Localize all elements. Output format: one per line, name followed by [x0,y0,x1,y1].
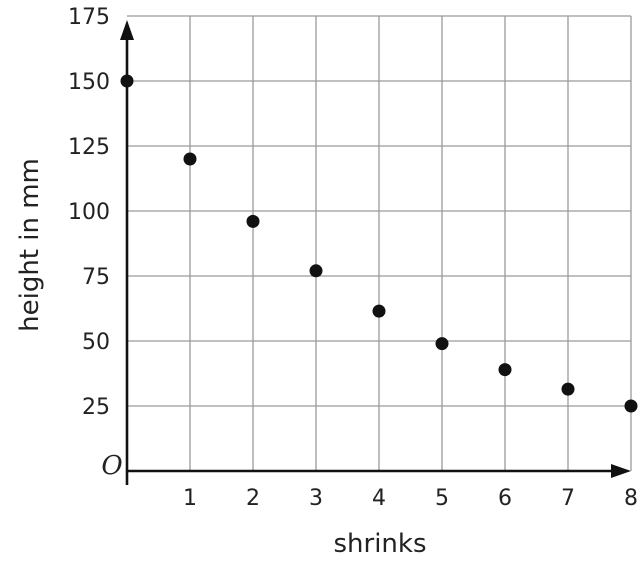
x-tick-label: 1 [183,486,197,511]
x-tick-label: 7 [561,486,575,511]
data-point [246,214,260,228]
y-axis-title: height in mm [15,158,45,332]
x-axis-title: shrinks [333,529,426,559]
data-point [498,363,512,377]
y-tick-label: 100 [68,200,110,225]
x-tick-label: 6 [498,486,512,511]
y-tick-label: 50 [82,330,110,355]
y-tick-label: 125 [68,135,110,160]
x-tick-label: 5 [435,486,449,511]
y-axis-arrow-icon [120,20,134,40]
data-point [309,264,323,278]
data-point [120,74,134,88]
x-tick-labels: 1 2 3 4 5 6 7 8 [183,486,638,511]
y-tick-label: 25 [82,395,110,420]
data-point [372,304,386,318]
y-tick-label: 75 [82,265,110,290]
data-point [624,399,638,413]
x-tick-label: 8 [624,486,638,511]
axes [120,20,631,485]
grid [127,15,632,471]
data-points [120,74,638,413]
y-tick-label: 175 [68,5,110,30]
y-tick-labels: 25 50 75 100 125 150 175 [68,5,110,420]
data-point [183,152,197,166]
y-tick-label: 150 [68,70,110,95]
data-point [561,382,575,396]
origin-label: O [101,451,122,481]
x-axis-arrow-icon [611,464,631,478]
x-tick-label: 4 [372,486,386,511]
x-tick-label: 2 [246,486,260,511]
data-point [435,337,449,351]
x-tick-label: 3 [309,486,323,511]
